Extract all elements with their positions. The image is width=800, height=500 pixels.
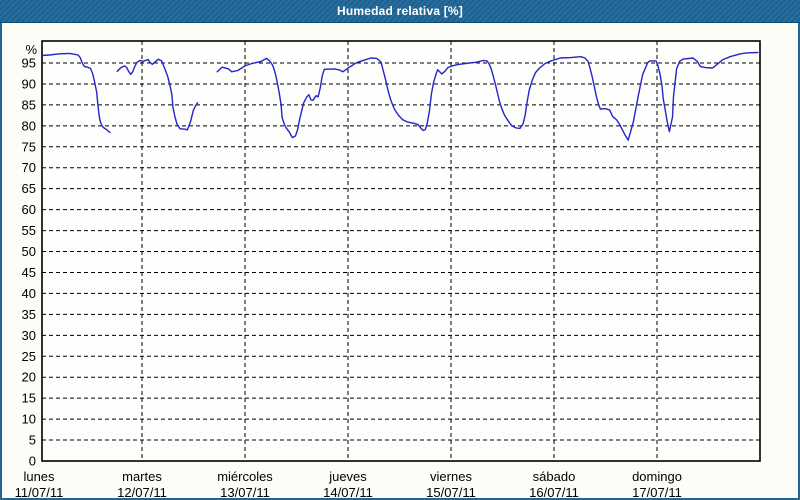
day-date-label: 13/07/11 xyxy=(220,485,270,498)
y-axis-unit-label: % xyxy=(25,42,37,57)
plot-frame xyxy=(41,40,761,462)
y-tick-label: 5 xyxy=(29,433,36,448)
day-name-label: sábado xyxy=(533,469,576,484)
y-tick-label: 70 xyxy=(22,160,36,175)
y-gridlines xyxy=(42,62,760,441)
y-tick-labels: 0 5 10 15 20 25 30 35 40 45 50 55 60 65 70 75 80 85 90 95 xyxy=(22,56,36,469)
y-tick-label: 75 xyxy=(22,139,36,154)
day-date-label: 17/07/11 xyxy=(632,485,682,498)
y-tick-label: 35 xyxy=(22,307,36,322)
y-tick-label: 60 xyxy=(22,202,36,217)
day-name-label: jueves xyxy=(328,469,367,484)
chart-title: Humedad relativa [%] xyxy=(336,4,464,18)
humidity-line-segment xyxy=(42,52,111,134)
humidity-line-segment xyxy=(216,51,759,141)
y-tick-label: 95 xyxy=(22,56,36,71)
y-tick-label: 45 xyxy=(22,265,36,280)
plot-background xyxy=(42,41,760,461)
y-tick-label: 55 xyxy=(22,223,36,238)
day-name-label: lunes xyxy=(23,469,55,484)
y-tick-label: 90 xyxy=(22,76,36,91)
y-tick-label: 85 xyxy=(22,97,36,112)
day-date-label: 15/07/11 xyxy=(426,485,476,498)
y-tick-label: 80 xyxy=(22,118,36,133)
day-name-label: domingo xyxy=(632,469,682,484)
day-name-label: miércoles xyxy=(217,469,273,484)
y-tick-label: 30 xyxy=(22,328,36,343)
chart-area: 0 5 10 15 20 25 30 35 40 45 50 55 60 65 70 75 80 85 90 95% l… xyxy=(2,23,798,500)
x-gridlines xyxy=(141,41,658,461)
y-tick-label: 0 xyxy=(29,454,36,469)
y-tick-label: 25 xyxy=(22,349,36,364)
y-tick-label: 40 xyxy=(22,286,36,301)
y-tick-label: 15 xyxy=(22,391,36,406)
day-name-label: viernes xyxy=(430,469,472,484)
y-tick-label: 50 xyxy=(22,244,36,259)
day-date-label: 16/07/11 xyxy=(529,485,579,498)
y-tick-label: 10 xyxy=(22,412,36,427)
humidity-line-segment xyxy=(116,58,199,131)
y-tick-label: 20 xyxy=(22,370,36,385)
day-name-label: martes xyxy=(122,469,162,484)
y-tick-label: 65 xyxy=(22,181,36,196)
day-date-label: 14/07/11 xyxy=(323,485,373,498)
day-date-label: 12/07/11 xyxy=(117,485,167,498)
humidity-series xyxy=(42,51,759,141)
day-date-label: 11/07/11 xyxy=(15,485,64,498)
window-title-bar: Humedad relativa [%] xyxy=(0,0,800,23)
chart-canvas: 0 5 10 15 20 25 30 35 40 45 50 55 60 65 70 75 80 85 90 95% l… xyxy=(15,40,761,500)
